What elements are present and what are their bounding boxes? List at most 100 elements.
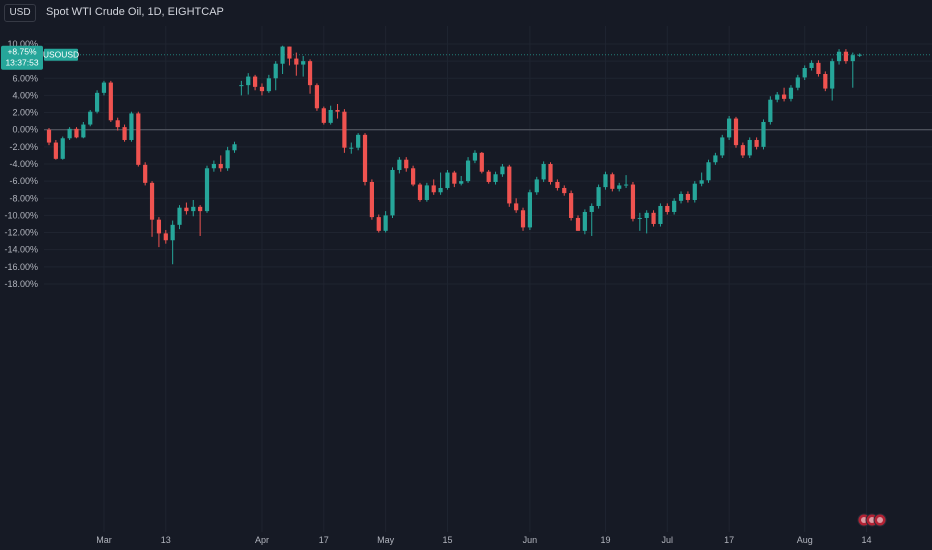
candle	[60, 136, 65, 160]
candle-body	[507, 166, 512, 204]
y-tick-label: 2.00%	[12, 108, 38, 118]
candle-body	[438, 187, 443, 193]
candle	[108, 80, 113, 122]
candle-body	[349, 147, 354, 149]
candle-body	[143, 164, 148, 183]
x-tick-label: May	[377, 535, 395, 545]
candle-body	[307, 61, 313, 86]
candle	[850, 52, 855, 88]
candle	[177, 205, 182, 230]
candle	[754, 137, 759, 150]
candle	[218, 155, 223, 172]
candle	[369, 179, 374, 220]
candle	[404, 157, 409, 172]
top-bar: USD Spot WTI Crude Oil, 1D, EIGHTCAP	[0, 0, 932, 26]
candle	[314, 83, 320, 111]
candle-body	[369, 181, 374, 218]
candle-body	[287, 46, 292, 59]
candle-body	[335, 109, 340, 112]
y-tick-label: -8.00%	[9, 193, 38, 203]
candle	[843, 49, 849, 64]
candle-body	[362, 134, 368, 182]
candle	[191, 199, 196, 217]
candle	[651, 210, 656, 227]
chart-title: Spot WTI Crude Oil, 1D, EIGHTCAP	[46, 6, 224, 18]
candle-body	[575, 217, 581, 231]
candle	[170, 220, 175, 265]
candle	[527, 189, 532, 230]
candle-body	[637, 217, 642, 219]
candle-body	[610, 174, 615, 189]
candle-body	[411, 168, 416, 185]
candle	[575, 215, 581, 231]
candle-body	[198, 206, 203, 212]
candle	[472, 150, 478, 164]
currency-button[interactable]: USD	[4, 4, 36, 22]
candle-body	[740, 145, 745, 156]
y-axis: 10.00%8.00%6.00%4.00%2.00%0.00%-2.00%-4.…	[4, 39, 38, 289]
candle-body	[74, 128, 79, 138]
candle	[67, 127, 72, 140]
candle-body	[88, 111, 93, 125]
candle	[424, 182, 429, 202]
candles	[46, 45, 862, 265]
candle	[672, 198, 677, 215]
x-tick-label: Aug	[797, 535, 813, 545]
candle-body	[94, 92, 100, 112]
candle	[486, 169, 491, 184]
x-tick-label: 17	[724, 535, 734, 545]
candle-body	[582, 211, 587, 231]
candle-body	[706, 162, 711, 181]
candle-body	[520, 210, 526, 228]
candle	[727, 115, 732, 140]
candle	[301, 55, 306, 77]
candle-body	[328, 109, 333, 123]
x-tick-label: 19	[600, 535, 610, 545]
candle-body	[424, 185, 429, 200]
candle	[788, 85, 794, 102]
candle	[149, 181, 155, 237]
candle	[678, 191, 684, 204]
candle-body	[383, 215, 388, 231]
candle	[246, 73, 251, 95]
y-tick-label: -16.00%	[4, 262, 38, 272]
candle-body	[390, 169, 395, 216]
candle	[692, 181, 697, 203]
candle	[259, 83, 265, 96]
candle-body	[232, 144, 237, 151]
candle-body	[589, 205, 594, 212]
candle	[335, 103, 340, 119]
candle-body	[53, 142, 58, 159]
candle	[266, 74, 271, 93]
candle	[816, 60, 821, 77]
candle	[253, 74, 258, 91]
candle-body	[562, 187, 567, 194]
candle-body	[177, 207, 182, 225]
y-tick-label: 6.00%	[12, 73, 38, 83]
candle	[101, 80, 107, 96]
event-flags[interactable]	[857, 513, 887, 527]
candle	[617, 182, 622, 192]
candle	[81, 121, 86, 139]
candle-body	[534, 179, 539, 193]
y-tick-label: -10.00%	[4, 210, 38, 220]
candle	[623, 175, 629, 188]
x-tick-label: 17	[319, 535, 329, 545]
candle-body	[218, 163, 223, 169]
candle	[445, 169, 450, 190]
candle-body	[850, 55, 855, 62]
candle	[328, 105, 333, 125]
candle-body	[809, 62, 814, 68]
candle-body	[122, 127, 127, 140]
candle	[411, 165, 416, 187]
candle	[390, 167, 395, 218]
candle	[493, 171, 498, 185]
y-tick-label: -2.00%	[9, 142, 38, 152]
candle	[857, 53, 862, 57]
candle	[438, 172, 443, 195]
candle	[520, 207, 526, 231]
candle	[211, 160, 216, 172]
candle	[376, 214, 381, 233]
x-axis: Mar 13 Apr 17 May 15 Jun 19 Jul 17 Aug 14	[96, 535, 871, 545]
